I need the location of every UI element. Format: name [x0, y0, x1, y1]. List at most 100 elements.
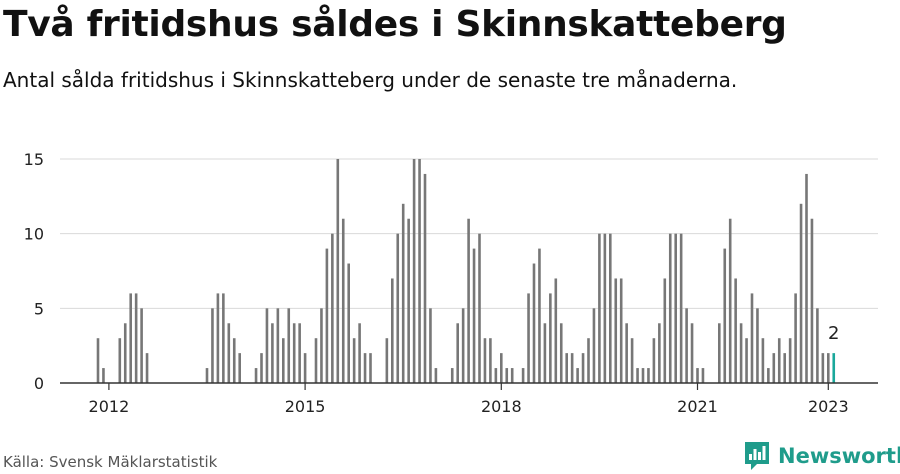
bar — [756, 308, 759, 383]
bar — [352, 338, 356, 383]
bar — [429, 308, 432, 383]
bar — [303, 353, 307, 383]
bar — [505, 368, 509, 383]
bar — [222, 293, 225, 383]
y-tick-label: 0 — [34, 374, 44, 393]
bar — [799, 203, 803, 383]
bar — [102, 368, 105, 383]
bar — [238, 353, 241, 383]
bar — [298, 323, 301, 383]
bar — [625, 323, 628, 383]
bar — [658, 323, 661, 383]
bar — [510, 368, 514, 383]
bar — [369, 353, 372, 383]
y-tick-label: 5 — [34, 299, 44, 318]
bar — [347, 263, 350, 383]
bar — [434, 368, 438, 383]
bar — [341, 218, 345, 383]
bar — [570, 353, 574, 383]
bar — [783, 353, 786, 383]
bar — [96, 338, 100, 383]
bar — [821, 353, 825, 383]
bar — [418, 159, 421, 383]
bar — [728, 218, 732, 383]
bar — [358, 323, 361, 383]
bar — [320, 308, 323, 383]
bar — [232, 338, 236, 383]
bar — [565, 353, 568, 383]
bar — [559, 323, 563, 383]
bar — [227, 323, 231, 383]
bar — [336, 159, 340, 383]
x-tick-label: 2023 — [808, 397, 849, 416]
bar — [630, 338, 634, 383]
bar — [254, 368, 258, 383]
bar — [260, 353, 263, 383]
bar — [794, 293, 797, 383]
bar — [718, 323, 721, 383]
bar — [745, 338, 748, 383]
bar — [423, 173, 427, 383]
y-tick-label: 10 — [24, 225, 44, 244]
bar — [641, 368, 645, 383]
bar — [739, 323, 743, 383]
bar — [810, 218, 814, 383]
bar — [467, 218, 470, 383]
bar — [663, 278, 667, 383]
bar — [140, 308, 143, 383]
bar — [543, 323, 547, 383]
bar — [412, 159, 416, 383]
bar — [211, 308, 214, 383]
brand-logo[interactable]: Newsworthy — [744, 440, 900, 472]
bar — [532, 263, 536, 383]
bar — [282, 338, 285, 383]
bar — [494, 368, 498, 383]
bar — [679, 233, 683, 383]
bar — [396, 233, 400, 383]
bar — [609, 233, 612, 383]
bar — [767, 368, 770, 383]
bar — [500, 353, 503, 383]
bar — [216, 293, 220, 383]
bar — [592, 308, 596, 383]
bar — [456, 323, 459, 383]
x-tick-label: 2015 — [285, 397, 326, 416]
bar — [750, 293, 754, 383]
bar — [587, 338, 590, 383]
bar — [325, 248, 329, 383]
bar — [761, 338, 765, 383]
bar — [772, 353, 776, 383]
x-tick-label: 2018 — [481, 397, 522, 416]
chart-subtitle: Antal sålda fritidshus i Skinnskatteberg… — [3, 68, 738, 92]
bar — [205, 368, 209, 383]
bar — [598, 233, 601, 383]
bar — [674, 233, 677, 383]
brand-name: Newsworthy — [778, 444, 900, 468]
bar — [777, 338, 781, 383]
bar — [701, 368, 705, 383]
bar — [385, 338, 389, 383]
bar — [788, 338, 792, 383]
bar — [723, 248, 727, 383]
bar — [145, 353, 149, 383]
bar — [805, 173, 808, 383]
bar — [407, 218, 410, 383]
bar — [636, 368, 639, 383]
bar — [363, 353, 367, 383]
annotations: 0 5 10 15 2012 2015 2018 2021 2023 2 — [24, 150, 849, 416]
bar — [489, 338, 492, 383]
bar — [690, 323, 694, 383]
bar — [483, 338, 487, 383]
bar — [292, 323, 296, 383]
bar — [619, 278, 623, 383]
x-tick-label: 2012 — [89, 397, 130, 416]
bar — [401, 203, 405, 383]
bar — [581, 353, 585, 383]
bar — [668, 233, 672, 383]
bar — [134, 293, 138, 383]
source-note: Källa: Svensk Mäklarstatistik — [3, 453, 218, 471]
highlight-value-label: 2 — [828, 323, 839, 344]
bar — [521, 368, 525, 383]
bar — [647, 368, 650, 383]
axes — [60, 382, 878, 390]
